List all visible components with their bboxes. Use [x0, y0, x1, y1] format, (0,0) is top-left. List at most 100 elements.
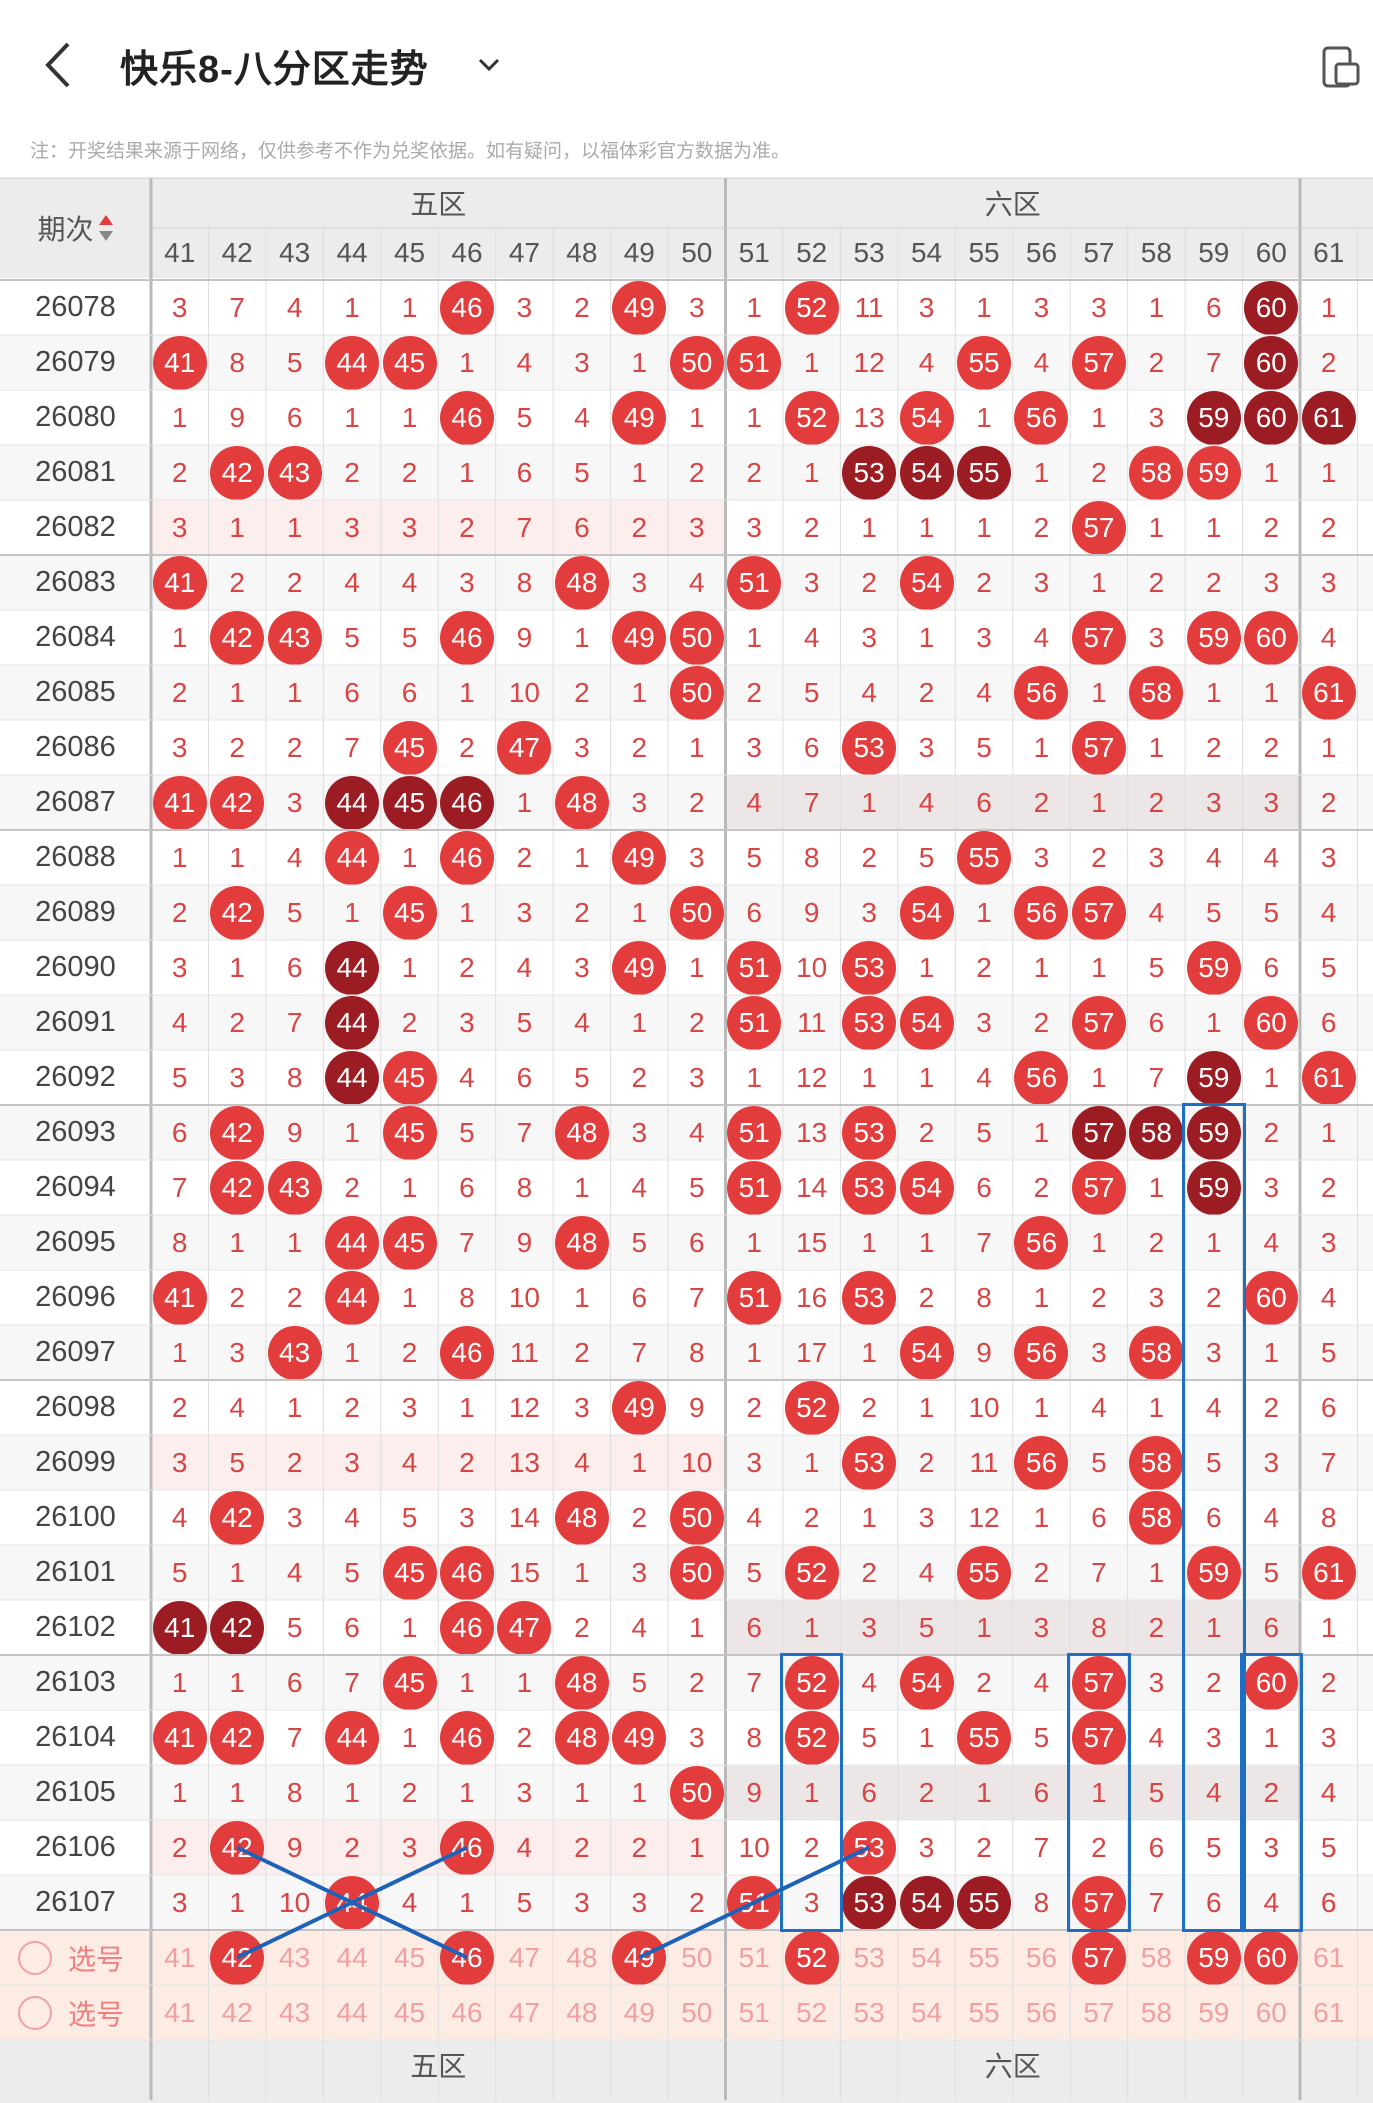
miss-count: 3 — [746, 1446, 762, 1478]
selectable-number[interactable]: 44 — [336, 1996, 368, 2028]
table-cell: 51 — [726, 335, 783, 390]
selectable-number[interactable]: 50 — [681, 1996, 713, 2028]
pick-toggle[interactable]: 选号 — [18, 1930, 124, 1985]
drawn-number-ball: 57 — [1071, 1105, 1126, 1160]
selected-number-ball[interactable]: 42 — [210, 1930, 265, 1985]
miss-count: 3 — [861, 896, 877, 928]
pick-cell[interactable]: 60 — [1243, 1930, 1300, 1985]
selectable-number[interactable]: 51 — [738, 1941, 770, 1973]
selectable-number[interactable]: 50 — [681, 1941, 713, 1973]
radio-circle-icon[interactable] — [18, 1940, 52, 1975]
miss-count: 2 — [861, 1391, 877, 1423]
miss-count: 5 — [1320, 1336, 1337, 1368]
radio-circle-icon[interactable] — [18, 1995, 52, 2030]
period-header[interactable]: 期次 — [0, 178, 151, 278]
pick-cell[interactable]: 46 — [438, 1930, 495, 1985]
pick-cell[interactable]: 49 — [611, 1930, 668, 1985]
period-number: 26079 — [35, 346, 116, 378]
table-cell: 57 — [1070, 885, 1127, 940]
selectable-number[interactable]: 54 — [910, 1996, 943, 2028]
selectable-number[interactable]: 43 — [279, 1996, 311, 2028]
pick-cell[interactable]: 42 — [208, 1930, 265, 1985]
drawn-number-ball: 53 — [842, 720, 897, 775]
miss-count: 1 — [229, 1776, 245, 1808]
miss-count: 2 — [171, 1391, 188, 1423]
drawn-number-ball: 55 — [957, 335, 1012, 390]
miss-count: 4 — [918, 1556, 935, 1588]
selectable-number[interactable]: 54 — [910, 1941, 943, 1973]
selected-number-ball[interactable]: 49 — [612, 1930, 667, 1985]
drawn-number-ball: 60 — [1244, 1270, 1299, 1325]
selectable-number[interactable]: 42 — [221, 1996, 253, 2028]
period-number: 26083 — [35, 566, 116, 598]
selectable-number[interactable]: 41 — [164, 1941, 196, 1973]
selectable-number[interactable]: 47 — [508, 1941, 540, 1973]
selected-number-ball[interactable]: 52 — [784, 1930, 839, 1985]
selectable-number[interactable]: 58 — [1140, 1996, 1172, 2028]
selectable-number[interactable]: 59 — [1198, 1996, 1230, 2028]
selectable-number[interactable]: 53 — [853, 1996, 885, 2028]
miss-count: 7 — [229, 291, 245, 323]
selectable-number[interactable]: 44 — [336, 1941, 368, 1973]
miss-count: 2 — [1320, 1666, 1337, 1698]
selectable-number[interactable]: 55 — [968, 1941, 1000, 1973]
selectable-number[interactable]: 55 — [968, 1996, 1000, 2028]
sort-icon[interactable] — [98, 213, 114, 243]
selectable-number[interactable]: 58 — [1140, 1941, 1172, 1973]
miss-count: 5 — [229, 1446, 245, 1478]
miss-count: 9 — [516, 1226, 533, 1258]
miss-count: 2 — [1148, 346, 1165, 378]
selectable-number[interactable]: 43 — [279, 1941, 311, 1973]
selectable-number[interactable]: 61 — [1313, 1941, 1345, 1973]
table-cell: 50 — [668, 885, 725, 940]
table-cell: 52 — [783, 390, 840, 445]
selectable-number[interactable]: 48 — [566, 1996, 598, 2028]
drawn-number-ball: 44 — [325, 1710, 380, 1765]
miss-count: 6 — [1206, 291, 1222, 323]
selectable-number[interactable]: 51 — [738, 1996, 770, 2028]
selected-number-ball[interactable]: 59 — [1186, 1930, 1241, 1985]
miss-count: 2 — [1091, 456, 1107, 488]
selectable-number[interactable]: 57 — [1083, 1996, 1115, 2028]
table-cell: 42 — [208, 1710, 265, 1765]
selected-number-ball[interactable]: 46 — [439, 1930, 494, 1985]
selectable-number[interactable]: 61 — [1313, 1996, 1345, 2028]
drawn-number-ball: 46 — [439, 610, 494, 665]
selectable-number[interactable]: 41 — [164, 1996, 196, 2028]
miss-count: 9 — [688, 1391, 705, 1423]
selectable-number[interactable]: 56 — [1025, 1996, 1058, 2028]
miss-count: 3 — [1263, 1446, 1280, 1478]
drawn-number-ball: 46 — [439, 1325, 494, 1380]
selectable-number[interactable]: 48 — [566, 1941, 598, 1973]
pick-cell[interactable]: 52 — [783, 1930, 840, 1985]
miss-count: 2 — [918, 1446, 935, 1478]
table-cell: 61 — [1300, 665, 1357, 720]
rotate-screen-icon[interactable] — [1320, 44, 1362, 90]
drawn-number-ball: 46 — [439, 830, 494, 885]
selectable-number[interactable]: 47 — [508, 1996, 540, 2028]
selectable-number[interactable]: 45 — [393, 1941, 426, 1973]
selectable-number[interactable]: 45 — [393, 1996, 426, 2028]
pick-cell[interactable]: 59 — [1185, 1930, 1242, 1985]
selectable-number[interactable]: 53 — [853, 1941, 885, 1973]
selectable-number[interactable]: 49 — [623, 1996, 655, 2028]
miss-count: 3 — [631, 786, 648, 818]
selectable-number[interactable]: 52 — [796, 1996, 828, 2028]
pick-toggle[interactable]: 选号 — [18, 1985, 124, 2040]
miss-count: 4 — [1148, 896, 1165, 928]
selected-number-ball[interactable]: 57 — [1071, 1930, 1126, 1985]
selectable-number[interactable]: 46 — [451, 1996, 483, 2028]
miss-count: 3 — [631, 566, 648, 598]
selected-number-ball[interactable]: 60 — [1244, 1930, 1299, 1985]
miss-count: 1 — [401, 291, 418, 323]
chevron-down-icon[interactable] — [474, 50, 504, 80]
back-arrow-icon[interactable] — [40, 38, 80, 92]
selectable-number[interactable]: 56 — [1025, 1941, 1058, 1973]
miss-count: 2 — [574, 896, 590, 928]
selectable-number[interactable]: 60 — [1255, 1996, 1287, 2028]
miss-count: 13 — [508, 1446, 540, 1478]
miss-count: 2 — [344, 1831, 360, 1863]
pick-cell[interactable]: 57 — [1070, 1930, 1127, 1985]
miss-count: 10 — [279, 1886, 311, 1918]
miss-count: 1 — [574, 621, 590, 653]
